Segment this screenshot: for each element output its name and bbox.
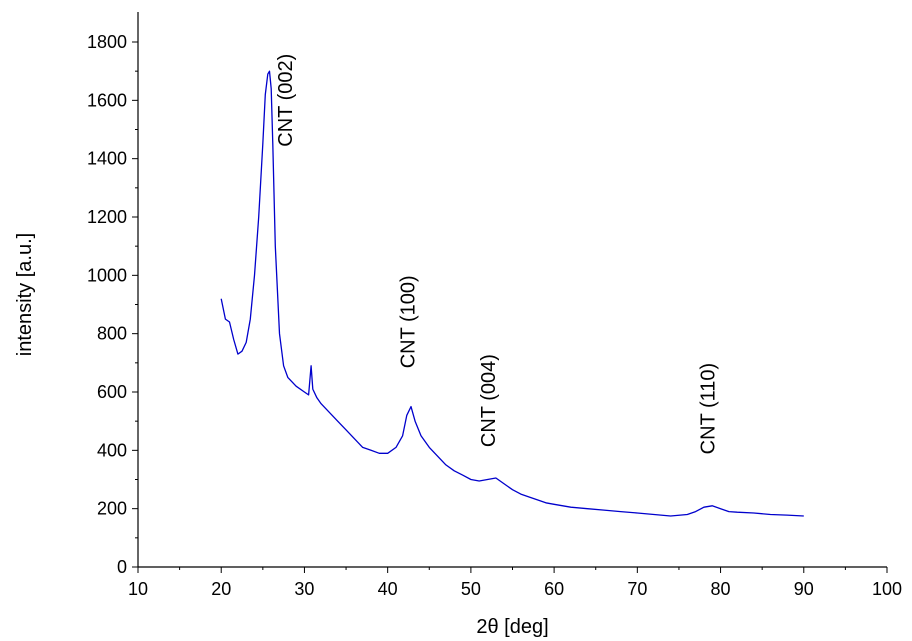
x-axis: 10 20 30 40 50 60 70 80 90 100 — [128, 566, 902, 599]
annotation-layer: CNT (002) CNT (100) CNT (004) CNT (110) — [275, 54, 720, 455]
series-line — [220, 70, 804, 517]
y-tick-label: 1600 — [87, 90, 127, 110]
x-tick-label: 30 — [294, 579, 314, 599]
y-tick-label: 1800 — [87, 32, 127, 52]
y-tick-label: 1200 — [87, 207, 127, 227]
y-axis-label: intensity [a.u.] — [14, 233, 36, 356]
y-axis: 0 200 400 600 800 1000 1200 1400 1600 1800 — [87, 12, 139, 577]
x-tick-label: 10 — [128, 579, 148, 599]
x-tick-label: 70 — [627, 579, 647, 599]
y-tick-label: 0 — [117, 557, 127, 577]
x-tick-label: 40 — [378, 579, 398, 599]
y-tick-label: 400 — [97, 440, 127, 460]
x-tick-label: 60 — [544, 579, 564, 599]
y-tick-label: 1400 — [87, 149, 127, 169]
x-tick-label: 80 — [711, 579, 731, 599]
peak-annotation: CNT (110) — [698, 363, 720, 455]
series-layer — [220, 70, 804, 517]
y-tick-label: 1000 — [87, 265, 127, 285]
x-tick-label: 50 — [461, 579, 481, 599]
peak-annotation: CNT (100) — [397, 275, 419, 368]
y-tick-label: 800 — [97, 324, 127, 344]
x-tick-label: 90 — [794, 579, 814, 599]
peak-annotation: CNT (002) — [275, 54, 297, 147]
x-tick-label: 20 — [211, 579, 231, 599]
x-axis-label: 2θ [deg] — [476, 616, 548, 638]
x-tick-label: 100 — [872, 579, 902, 599]
y-tick-label: 200 — [97, 499, 127, 519]
y-tick-label: 600 — [97, 382, 127, 402]
peak-annotation: CNT (004) — [478, 354, 500, 447]
